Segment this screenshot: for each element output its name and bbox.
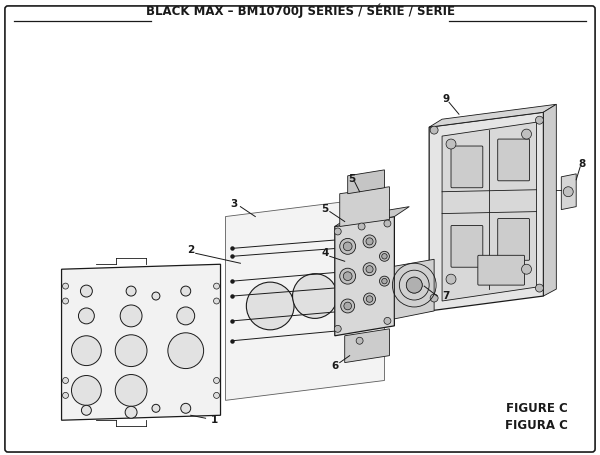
- Text: 7: 7: [442, 291, 449, 301]
- Circle shape: [334, 325, 341, 332]
- FancyBboxPatch shape: [451, 226, 483, 267]
- Ellipse shape: [152, 404, 160, 412]
- Text: FIGURE C: FIGURE C: [506, 402, 568, 415]
- Ellipse shape: [247, 282, 294, 330]
- Text: 3: 3: [231, 199, 238, 209]
- Ellipse shape: [293, 274, 337, 318]
- Circle shape: [214, 378, 220, 384]
- FancyBboxPatch shape: [498, 218, 530, 260]
- Text: 1: 1: [211, 415, 218, 425]
- Ellipse shape: [168, 333, 203, 369]
- Circle shape: [446, 139, 456, 149]
- Polygon shape: [394, 259, 434, 319]
- Circle shape: [214, 298, 220, 304]
- Ellipse shape: [115, 335, 147, 367]
- Circle shape: [430, 294, 438, 302]
- Text: BLACK MAX – BM10700J SERIES / SÉRIE / SERIE: BLACK MAX – BM10700J SERIES / SÉRIE / SE…: [146, 3, 455, 18]
- Polygon shape: [442, 122, 536, 301]
- Text: 2: 2: [187, 245, 194, 255]
- Text: 5: 5: [348, 174, 355, 184]
- Ellipse shape: [340, 266, 379, 306]
- Ellipse shape: [71, 375, 101, 405]
- Text: 4: 4: [321, 248, 329, 258]
- Circle shape: [62, 378, 68, 384]
- Polygon shape: [429, 104, 556, 127]
- Polygon shape: [429, 112, 544, 311]
- Circle shape: [62, 283, 68, 289]
- Ellipse shape: [379, 276, 389, 286]
- Circle shape: [384, 318, 391, 324]
- Circle shape: [214, 283, 220, 289]
- Circle shape: [521, 129, 532, 139]
- Ellipse shape: [115, 374, 147, 406]
- FancyBboxPatch shape: [451, 146, 483, 188]
- Polygon shape: [335, 207, 409, 227]
- FancyBboxPatch shape: [498, 139, 530, 181]
- Ellipse shape: [120, 305, 142, 327]
- Polygon shape: [335, 217, 394, 336]
- Circle shape: [62, 298, 68, 304]
- Ellipse shape: [382, 253, 387, 259]
- Polygon shape: [226, 197, 385, 400]
- Ellipse shape: [366, 238, 373, 245]
- Circle shape: [62, 392, 68, 399]
- Ellipse shape: [343, 242, 352, 251]
- Ellipse shape: [363, 263, 376, 276]
- Ellipse shape: [382, 278, 387, 284]
- Text: 5: 5: [321, 203, 328, 213]
- Circle shape: [384, 220, 391, 227]
- Polygon shape: [345, 329, 389, 363]
- Ellipse shape: [71, 336, 101, 365]
- Ellipse shape: [125, 406, 137, 418]
- Circle shape: [356, 337, 363, 344]
- Ellipse shape: [181, 403, 191, 413]
- FancyBboxPatch shape: [5, 6, 595, 452]
- Ellipse shape: [177, 307, 194, 325]
- Circle shape: [430, 126, 438, 134]
- Circle shape: [358, 223, 365, 230]
- Circle shape: [521, 264, 532, 274]
- Ellipse shape: [82, 405, 91, 415]
- Circle shape: [563, 187, 573, 197]
- Ellipse shape: [126, 286, 136, 296]
- Ellipse shape: [366, 296, 373, 302]
- Ellipse shape: [366, 266, 373, 273]
- Circle shape: [334, 228, 341, 235]
- Ellipse shape: [363, 235, 376, 248]
- Text: FIGURA C: FIGURA C: [505, 419, 568, 432]
- Polygon shape: [561, 174, 576, 210]
- Circle shape: [446, 274, 456, 284]
- Circle shape: [535, 284, 544, 292]
- Ellipse shape: [181, 286, 191, 296]
- Polygon shape: [340, 187, 389, 227]
- Ellipse shape: [152, 292, 160, 300]
- Ellipse shape: [343, 272, 352, 281]
- Text: 6: 6: [331, 360, 338, 370]
- Ellipse shape: [379, 251, 389, 261]
- Ellipse shape: [364, 293, 376, 305]
- Ellipse shape: [344, 302, 352, 310]
- Ellipse shape: [340, 238, 356, 254]
- Ellipse shape: [79, 308, 94, 324]
- Circle shape: [535, 116, 544, 124]
- FancyBboxPatch shape: [478, 255, 524, 285]
- Text: 9: 9: [442, 94, 449, 104]
- Polygon shape: [544, 104, 556, 296]
- Polygon shape: [62, 264, 221, 420]
- Ellipse shape: [80, 285, 92, 297]
- Ellipse shape: [341, 299, 355, 313]
- Polygon shape: [347, 170, 385, 194]
- Circle shape: [406, 277, 422, 293]
- Ellipse shape: [340, 268, 356, 284]
- Text: 8: 8: [578, 159, 586, 169]
- Circle shape: [214, 392, 220, 399]
